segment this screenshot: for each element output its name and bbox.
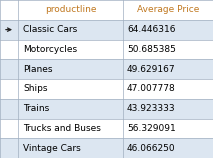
Text: Trains: Trains: [23, 104, 49, 113]
Text: Average Price: Average Price: [137, 5, 199, 14]
Bar: [0, 0, 213, 20]
Text: Trucks and Buses: Trucks and Buses: [23, 124, 101, 133]
Bar: [0, 79, 213, 99]
Bar: [0, 20, 213, 40]
Text: Ships: Ships: [23, 84, 47, 93]
Text: 49.629167: 49.629167: [127, 65, 176, 74]
Text: 47.007778: 47.007778: [127, 84, 176, 93]
Text: Vintage Cars: Vintage Cars: [23, 144, 81, 153]
Text: 43.923333: 43.923333: [127, 104, 176, 113]
Text: Motorcycles: Motorcycles: [23, 45, 77, 54]
Text: 46.066250: 46.066250: [127, 144, 176, 153]
Text: Planes: Planes: [23, 65, 52, 74]
Bar: [0, 99, 213, 118]
Bar: [0, 59, 213, 79]
Text: 64.446316: 64.446316: [127, 25, 176, 34]
Bar: [0, 138, 213, 158]
Text: Classic Cars: Classic Cars: [23, 25, 77, 34]
Text: 50.685385: 50.685385: [127, 45, 176, 54]
Bar: [0, 118, 213, 138]
Text: 56.329091: 56.329091: [127, 124, 176, 133]
Text: productline: productline: [45, 5, 96, 14]
Bar: [0, 40, 213, 59]
